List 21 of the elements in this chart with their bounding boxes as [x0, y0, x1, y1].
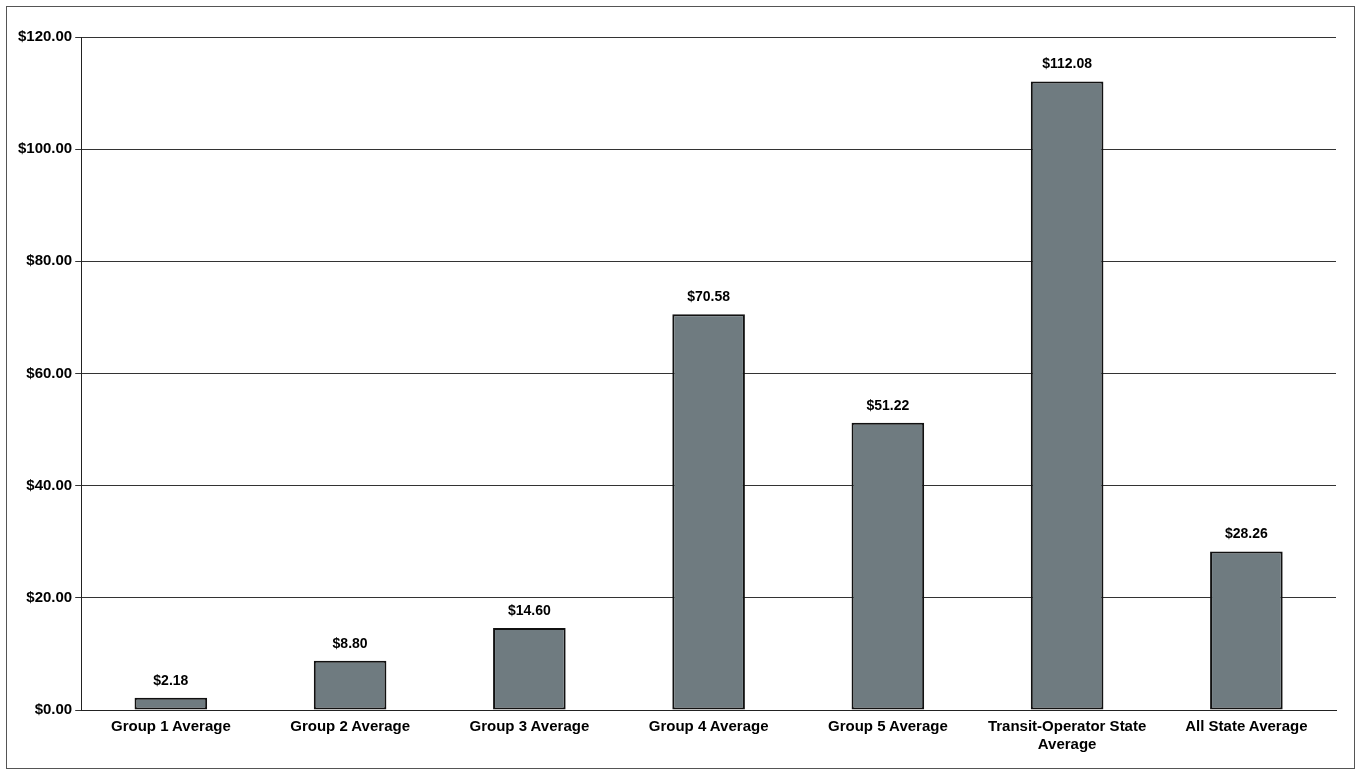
data-label: $70.58 — [687, 288, 731, 305]
data-label: $14.60 — [507, 601, 551, 618]
x-tick-label: Group 4 Average — [648, 717, 769, 735]
y-tick-label: $60.00 — [26, 363, 73, 381]
data-label: $28.26 — [1224, 525, 1268, 542]
y-tick-label: $80.00 — [26, 251, 73, 269]
x-tick-label: All State Average — [1185, 717, 1308, 735]
x-tick-label: Group 5 Average — [827, 717, 948, 735]
y-tick-label: $0.00 — [34, 700, 73, 718]
y-tick-label: $20.00 — [26, 587, 73, 605]
data-label: $8.80 — [332, 634, 368, 651]
data-label: $2.18 — [153, 671, 189, 688]
data-label: $51.22 — [866, 396, 910, 413]
x-tick-label: Group 2 Average — [290, 717, 410, 735]
y-tick-label: $120.00 — [17, 27, 73, 45]
y-tick-label: $100.00 — [17, 139, 73, 157]
data-label: $112.08 — [1042, 55, 1093, 72]
y-tick-label: $40.00 — [26, 475, 73, 493]
x-tick-label: Group 1 Average — [110, 717, 231, 735]
x-tick-label: Group 3 Average — [469, 717, 590, 735]
x-tick-label: Transit-Operator State Average — [987, 717, 1147, 753]
